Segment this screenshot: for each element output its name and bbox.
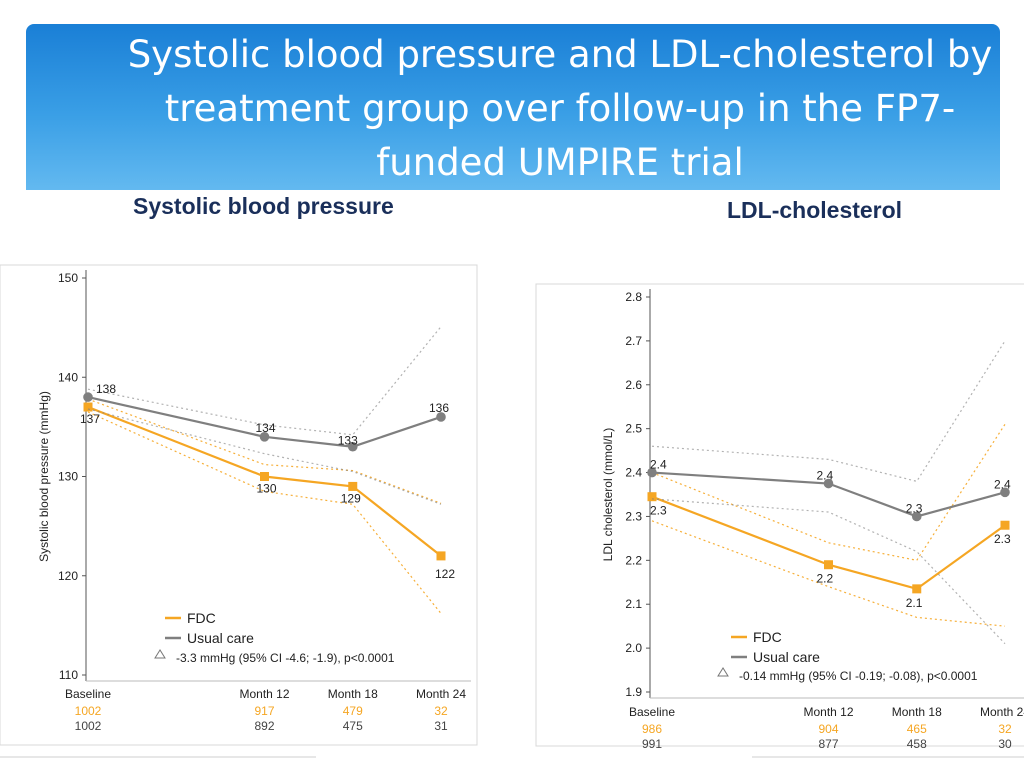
ldl-usual-point — [647, 467, 657, 478]
ldl-fdc-point — [824, 560, 833, 570]
ldl-usual-line — [651, 471, 1006, 518]
sbp-x-tick-label: Month 24 — [416, 687, 466, 701]
ldl-usual-ci-upper — [651, 340, 1006, 483]
sbp-y-tick-label: 130 — [58, 470, 78, 484]
ldl-fdc-data-label: 2.2 — [817, 572, 834, 586]
ldl-y-tick-label: 2.6 — [625, 378, 642, 392]
sbp-n-usual: 31 — [434, 719, 448, 733]
ldl-annotation: -0.14 mmHg (95% CI -0.19; -0.08), p<0.00… — [739, 669, 978, 683]
title-bar — [26, 24, 1000, 190]
sbp-fdc-data-label: 122 — [435, 567, 455, 581]
sbp-usual-data-label: 138 — [96, 382, 116, 396]
ldl-heading: LDL-cholesterol — [727, 197, 903, 223]
ldl-y-tick-label: 2.7 — [625, 334, 642, 348]
sbp-legend-label-fdc: FDC — [187, 610, 216, 626]
sbp-fdc-point — [260, 472, 269, 481]
sbp-fdc-data-label: 137 — [80, 412, 100, 426]
sbp-n-usual: 475 — [343, 719, 363, 733]
sbp-usual-data-label: 133 — [338, 434, 358, 448]
sbp-panel — [0, 264, 478, 746]
ldl-usual-point — [1000, 487, 1010, 498]
sbp-x-tick-label: Baseline — [65, 687, 111, 701]
sbp-usual-ci-lower — [87, 408, 442, 505]
sbp-annotation: -3.3 mmHg (95% CI -4.6; -1.9), p<0.0001 — [176, 651, 395, 665]
sbp-n-fdc: 1002 — [75, 704, 102, 718]
sbp-fdc-point — [436, 551, 446, 561]
ldl-n-fdc: 986 — [642, 722, 662, 736]
ldl-fdc-data-label: 2.3 — [994, 532, 1011, 546]
ldl-y-axis-label: LDL cholesterol (mmol/L) — [601, 428, 615, 562]
ldl-fdc-data-label: 2.1 — [906, 596, 923, 610]
sbp-usual-ci-upper — [87, 326, 442, 436]
sbp-fdc-data-label: 129 — [341, 491, 361, 505]
ldl-usual-data-label: 2.4 — [650, 458, 667, 472]
sbp-legend-label-usual: Usual care — [187, 630, 254, 646]
ldl-y-tick-label: 2.0 — [625, 641, 642, 655]
sbp-y-axis-label: Systolic blood pressure (mmHg) — [37, 391, 51, 562]
sbp-fdc-line — [87, 406, 442, 557]
sbp-usual-line — [87, 396, 442, 448]
ldl-y-tick-label: 2.1 — [625, 597, 642, 611]
sbp-y-tick-label: 140 — [58, 370, 78, 384]
sbp-n-usual: 892 — [254, 719, 274, 733]
sbp-heading: Systolic blood pressure — [133, 193, 394, 219]
sbp-usual-point — [347, 441, 358, 452]
ldl-usual-data-label: 2.3 — [906, 501, 923, 515]
ldl-x-tick-label: Month 12 — [803, 705, 853, 719]
sbp-fdc-point — [83, 402, 93, 412]
sbp-usual-point — [259, 432, 270, 442]
ldl-y-tick-label: 1.9 — [625, 685, 642, 699]
ldl-n-usual: 877 — [818, 737, 838, 751]
ldl-fdc-point — [912, 584, 922, 594]
ldl-y-tick-label: 2.5 — [625, 422, 642, 436]
ldl-n-usual: 30 — [998, 737, 1012, 751]
sbp-n-fdc: 917 — [254, 704, 274, 718]
sbp-fdc-point — [348, 481, 358, 491]
sbp-usual-point — [83, 392, 93, 402]
sbp-n-fdc: 32 — [434, 704, 448, 718]
sbp-triangle-icon — [154, 649, 166, 659]
sbp-y-tick-label: 120 — [58, 569, 78, 583]
ldl-usual-data-label: 2.4 — [994, 477, 1011, 491]
ldl-legend-label-fdc: FDC — [753, 629, 782, 645]
ldl-y-tick-label: 2.3 — [625, 509, 642, 523]
ldl-fdc-data-label: 2.3 — [650, 504, 667, 518]
ldl-x-tick-label: Month 24 — [980, 705, 1024, 719]
sbp-fdc-data-label: 130 — [257, 482, 277, 496]
ldl-fdc-ci-lower — [651, 520, 1006, 627]
ldl-n-usual: 458 — [907, 737, 927, 751]
sbp-usual-point — [436, 412, 446, 422]
ldl-fdc-point — [1000, 520, 1010, 530]
ldl-panel — [535, 283, 1024, 747]
ldl-y-tick-label: 2.4 — [625, 466, 642, 480]
ldl-legend-label-usual: Usual care — [753, 649, 820, 665]
ldl-n-fdc: 32 — [998, 722, 1012, 736]
ldl-y-tick-label: 2.8 — [625, 290, 642, 304]
slide-title: Systolic blood pressure and LDL-choleste… — [127, 33, 993, 184]
sbp-fdc-ci-lower — [87, 411, 442, 614]
sbp-y-tick-label: 150 — [58, 271, 78, 285]
ldl-usual-data-label: 2.4 — [817, 469, 834, 483]
sbp-n-usual: 1002 — [75, 719, 102, 733]
ldl-n-usual: 991 — [642, 737, 662, 751]
ldl-fdc-ci-upper — [651, 423, 1006, 562]
ldl-fdc-point — [647, 492, 657, 502]
sbp-y-tick-label: 110 — [59, 668, 78, 682]
sbp-usual-data-label: 136 — [429, 401, 449, 415]
ldl-usual-point — [823, 478, 834, 489]
ldl-y-tick-label: 2.2 — [625, 553, 642, 567]
ldl-triangle-icon — [717, 667, 729, 677]
ldl-n-fdc: 904 — [818, 722, 838, 736]
ldl-x-tick-label: Baseline — [629, 705, 675, 719]
sbp-x-tick-label: Month 12 — [239, 687, 289, 701]
sbp-x-tick-label: Month 18 — [328, 687, 378, 701]
ldl-n-fdc: 465 — [907, 722, 927, 736]
sbp-usual-data-label: 134 — [256, 421, 276, 435]
ldl-usual-point — [911, 511, 922, 522]
sbp-n-fdc: 479 — [343, 704, 363, 718]
ldl-usual-ci-lower — [651, 498, 1006, 645]
ldl-fdc-line — [651, 495, 1006, 591]
ldl-x-tick-label: Month 18 — [892, 705, 942, 719]
